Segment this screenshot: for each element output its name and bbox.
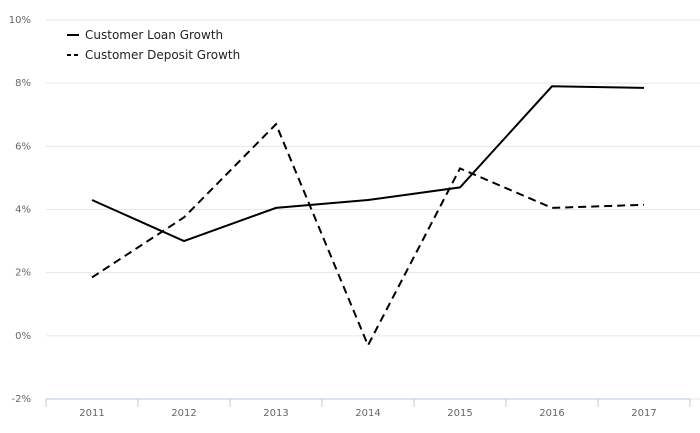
- x-tick-label: 2014: [355, 408, 380, 419]
- y-tick-label: 10%: [9, 15, 31, 26]
- y-tick-label: -2%: [12, 394, 31, 405]
- data-point: [458, 166, 463, 171]
- data-point: [366, 198, 371, 203]
- axis-layer: -2% 0% 2% 4% 6% 8% 10% 2011 2012 2013 2014 2015 2016…: [9, 15, 691, 419]
- data-point: [458, 185, 463, 190]
- y-tick-label: 8%: [15, 78, 31, 89]
- data-point: [182, 215, 187, 220]
- legend-label: Customer Deposit Growth: [85, 48, 240, 62]
- y-tick-label: 2%: [15, 268, 31, 279]
- data-point: [274, 122, 279, 127]
- series-line-customer-deposit-growth: [91, 122, 645, 348]
- data-point: [90, 198, 95, 203]
- data-point: [274, 205, 279, 210]
- y-tick-label: 0%: [15, 331, 31, 342]
- data-point: [550, 205, 555, 210]
- legend-label: Customer Loan Growth: [85, 28, 223, 42]
- series-layer: [90, 84, 647, 348]
- series-line-customer-loan-growth: [91, 85, 645, 243]
- y-tick-label: 4%: [15, 205, 31, 216]
- data-point: [642, 85, 647, 90]
- x-tick-label: 2017: [631, 408, 656, 419]
- grid-layer: [46, 19, 700, 400]
- x-tick-label: 2016: [539, 408, 564, 419]
- x-tick-label: 2012: [171, 408, 196, 419]
- data-point: [550, 84, 555, 89]
- y-tick-label: 6%: [15, 141, 31, 152]
- data-point: [642, 202, 647, 207]
- data-point: [90, 275, 95, 280]
- x-tick-label: 2011: [79, 408, 104, 419]
- legend: Customer Loan Growth Customer Deposit Gro…: [67, 28, 240, 62]
- data-point: [366, 343, 371, 348]
- data-point: [182, 239, 187, 244]
- x-tick-label: 2013: [263, 408, 288, 419]
- x-tick-label: 2015: [447, 408, 472, 419]
